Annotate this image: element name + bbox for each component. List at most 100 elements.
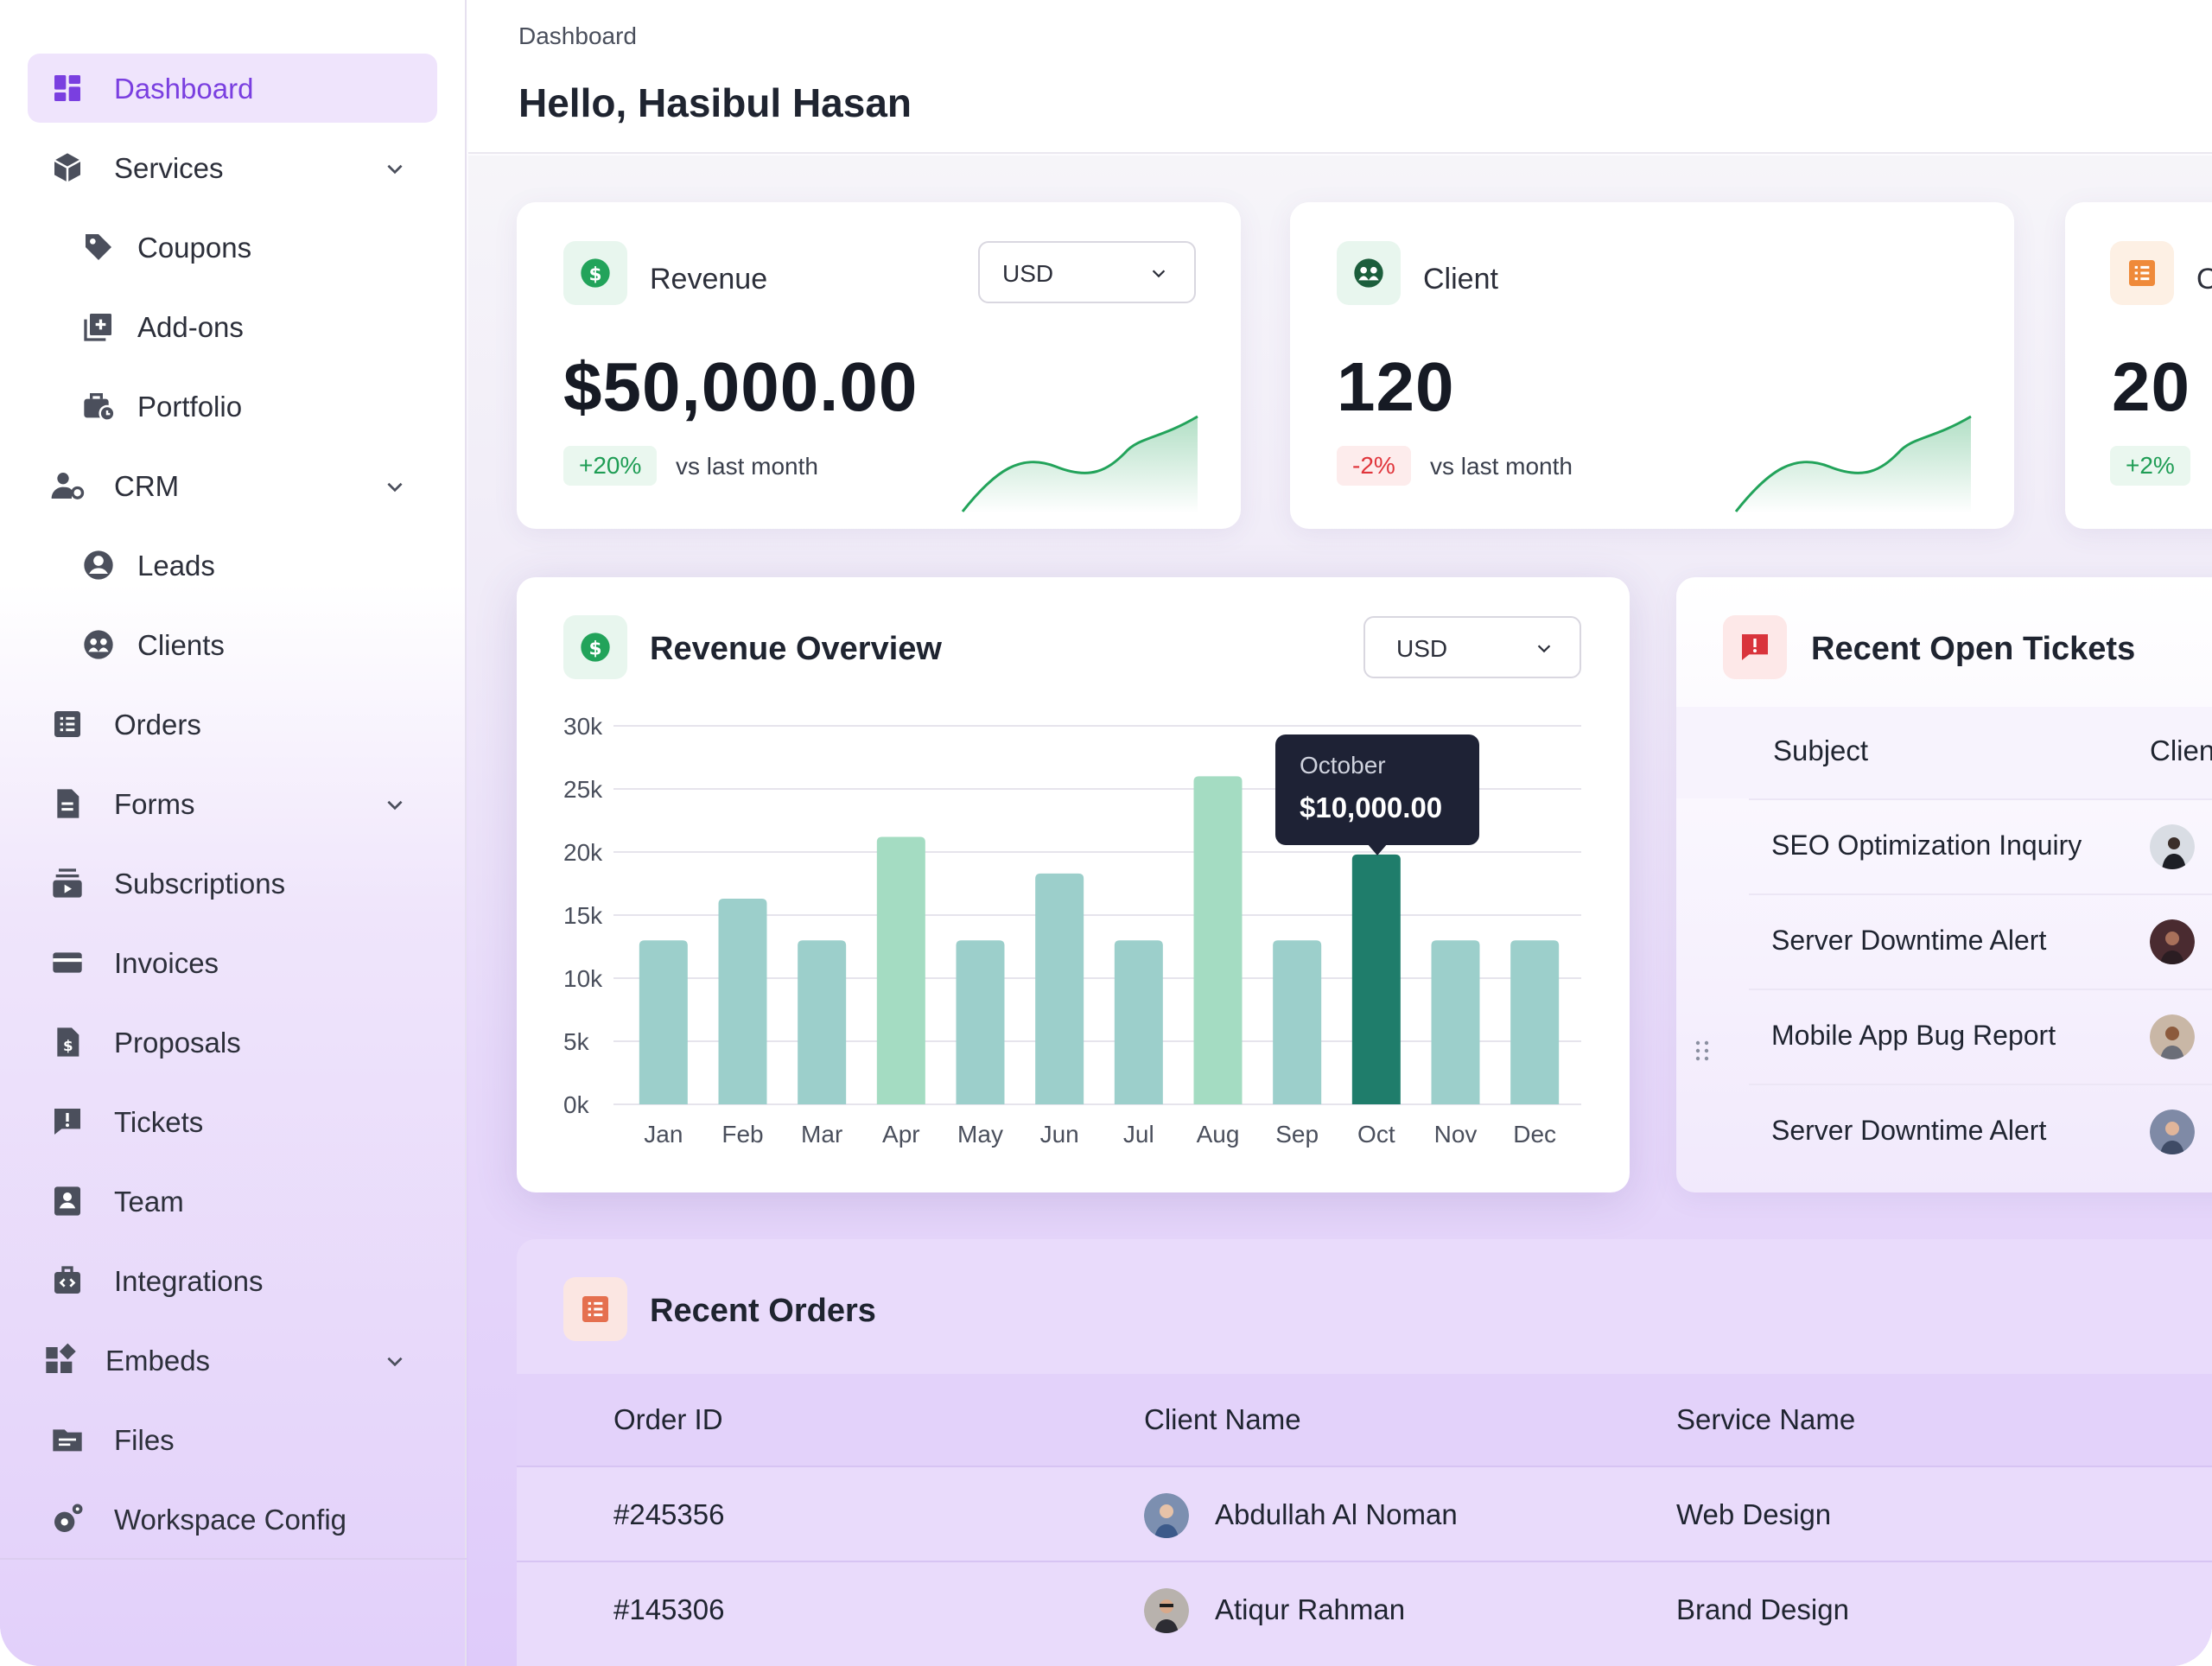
folder-icon bbox=[53, 1429, 82, 1452]
x-tick-label: Jun bbox=[1040, 1121, 1079, 1148]
client-compare-text: vs last month bbox=[1430, 453, 1573, 480]
user-circle-icon bbox=[84, 550, 113, 580]
revenue-overview-title: Revenue Overview bbox=[650, 631, 942, 667]
column-order-id: Order ID bbox=[613, 1403, 723, 1435]
tooltip-month: October bbox=[1300, 752, 1386, 779]
orders-icon-box bbox=[563, 1277, 627, 1341]
alert-message-icon bbox=[1742, 634, 1768, 660]
sidebar-item-label: Workspace Config bbox=[114, 1504, 347, 1536]
x-tick-label: Oct bbox=[1357, 1121, 1395, 1148]
ticket-subject: Mobile App Bug Report bbox=[1771, 1020, 2056, 1051]
sidebar-item-dashboard[interactable]: Dashboard bbox=[28, 54, 437, 123]
sidebar-item-proposals[interactable]: $ Proposals bbox=[28, 1008, 437, 1077]
ticket-row[interactable]: Mobile App Bug Report bbox=[1749, 989, 2212, 1084]
revenue-compare-text: vs last month bbox=[676, 453, 818, 480]
alert-message-icon bbox=[54, 1109, 80, 1135]
client-name: Abdullah Al Noman bbox=[1215, 1498, 1458, 1530]
recent-orders-card: Recent Orders Order ID Client Name Servi… bbox=[517, 1239, 2212, 1666]
sidebar-item-leads[interactable]: Leads bbox=[28, 531, 437, 600]
x-tick-label: Dec bbox=[1513, 1121, 1556, 1148]
ticket-row[interactable]: Server Downtime Alert bbox=[1749, 1084, 2212, 1179]
sidebar-item-files[interactable]: Files bbox=[28, 1405, 437, 1474]
sidebar-divider bbox=[0, 1558, 467, 1560]
avatar bbox=[1144, 1493, 1189, 1538]
y-tick-label: 15k bbox=[563, 902, 603, 929]
sidebar-item-crm[interactable]: CRM bbox=[28, 451, 437, 520]
sidebar-item-orders[interactable]: Orders bbox=[28, 690, 437, 759]
chart-bar-aug bbox=[1193, 776, 1243, 1104]
revenue-bar-chart: 0k 5k 10k 15k 20k 25k 30k Jan Feb Mar Apr May Jun Jul… bbox=[563, 713, 1581, 1148]
sidebar-item-integrations[interactable]: Integrations bbox=[28, 1246, 437, 1315]
revenue-icon-box: $ bbox=[563, 241, 627, 305]
dollar-icon: $ bbox=[581, 258, 610, 288]
sidebar-item-add-ons[interactable]: Add-ons bbox=[28, 292, 437, 361]
sidebar-item-forms[interactable]: Forms bbox=[28, 769, 437, 838]
y-tick-label: 0k bbox=[563, 1091, 590, 1118]
dollar-icon: $ bbox=[581, 633, 610, 662]
y-tick-label: 10k bbox=[563, 965, 603, 992]
chart-tooltip: October $10,000.00 bbox=[1275, 734, 1479, 855]
ticket-row[interactable]: Server Downtime Alert bbox=[1749, 893, 2212, 989]
orders-change-badge: +2% bbox=[2110, 446, 2190, 486]
y-tick-label: 5k bbox=[563, 1028, 590, 1055]
revenue-overview-currency-select[interactable]: USD bbox=[1363, 616, 1581, 678]
x-tick-label: Nov bbox=[1434, 1121, 1478, 1148]
list-icon bbox=[2129, 260, 2155, 286]
sidebar-item-coupons[interactable]: Coupons bbox=[28, 213, 437, 282]
column-subject: Subject bbox=[1773, 734, 1869, 766]
chevron-down-icon[interactable] bbox=[384, 793, 406, 816]
users-circle-icon bbox=[1354, 258, 1383, 288]
currency-value: USD bbox=[1396, 635, 1448, 662]
revenue-title: Revenue bbox=[650, 263, 768, 296]
avatar bbox=[2150, 1110, 2195, 1154]
table-row[interactable]: #145306 Atiqur Rahman Brand Design bbox=[517, 1561, 2212, 1656]
breadcrumb[interactable]: Dashboard bbox=[518, 22, 637, 49]
list-icon bbox=[582, 1296, 608, 1322]
sidebar-item-label: Clients bbox=[137, 629, 225, 661]
sidebar-item-tickets[interactable]: Tickets bbox=[28, 1087, 437, 1156]
sidebar-item-team[interactable]: Team bbox=[28, 1167, 437, 1236]
table-row[interactable]: #245356 Abdullah Al Noman Web Design bbox=[517, 1466, 2212, 1561]
chevron-down-icon[interactable] bbox=[384, 1350, 406, 1372]
revenue-overview-icon-box: $ bbox=[563, 615, 627, 679]
column-client-name: Client Name bbox=[1144, 1403, 1301, 1435]
chart-bar-jun bbox=[1035, 873, 1084, 1104]
sidebar-item-portfolio[interactable]: Portfolio bbox=[28, 372, 437, 441]
tag-icon bbox=[86, 234, 111, 260]
sidebar-item-embeds[interactable]: Embeds bbox=[28, 1326, 437, 1395]
sidebar-item-services[interactable]: Services bbox=[28, 133, 437, 202]
chevron-down-icon bbox=[1152, 270, 1166, 278]
sidebar-item-label: Orders bbox=[114, 709, 201, 741]
sidebar-item-label: Dashboard bbox=[114, 73, 254, 105]
chart-bar-feb bbox=[718, 899, 767, 1104]
chevron-down-icon[interactable] bbox=[384, 475, 406, 498]
svg-text:$: $ bbox=[588, 638, 601, 659]
sidebar-item-label: Integrations bbox=[114, 1265, 264, 1297]
ticket-subject: Server Downtime Alert bbox=[1771, 1115, 2047, 1146]
sidebar-item-subscriptions[interactable]: Subscriptions bbox=[28, 849, 437, 918]
avatar bbox=[2150, 824, 2195, 869]
sidebar-item-invoices[interactable]: Invoices bbox=[28, 928, 437, 997]
sidebar-item-label: Services bbox=[114, 152, 224, 184]
page-title: Hello, Hasibul Hasan bbox=[518, 80, 912, 125]
add-box-icon bbox=[84, 314, 111, 341]
service-name: Brand Design bbox=[1676, 1593, 1849, 1625]
sidebar-item-workspace-config[interactable]: Workspace Config bbox=[28, 1485, 437, 1554]
x-tick-label: Mar bbox=[801, 1121, 842, 1148]
sidebar: Dashboard Services Coupons Add-ons Portf… bbox=[0, 0, 467, 1666]
drag-handle-icon[interactable] bbox=[1692, 1039, 1713, 1063]
y-tick-label: 20k bbox=[563, 839, 603, 866]
chevron-down-icon[interactable] bbox=[384, 157, 406, 180]
revenue-currency-select[interactable]: USD bbox=[978, 241, 1196, 303]
sidebar-item-label: Portfolio bbox=[137, 391, 243, 423]
revenue-value: $50,000.00 bbox=[563, 348, 918, 425]
tooltip-pointer bbox=[1367, 843, 1388, 855]
order-id: #245356 bbox=[613, 1498, 725, 1530]
svg-text:$: $ bbox=[63, 1038, 73, 1054]
sidebar-item-clients[interactable]: Clients bbox=[28, 610, 437, 679]
sidebar-item-label: Leads bbox=[137, 550, 215, 582]
ticket-row[interactable]: SEO Optimization Inquiry bbox=[1749, 798, 2212, 893]
sidebar-item-label: Forms bbox=[114, 788, 195, 820]
briefcase-clock-icon bbox=[84, 393, 116, 422]
